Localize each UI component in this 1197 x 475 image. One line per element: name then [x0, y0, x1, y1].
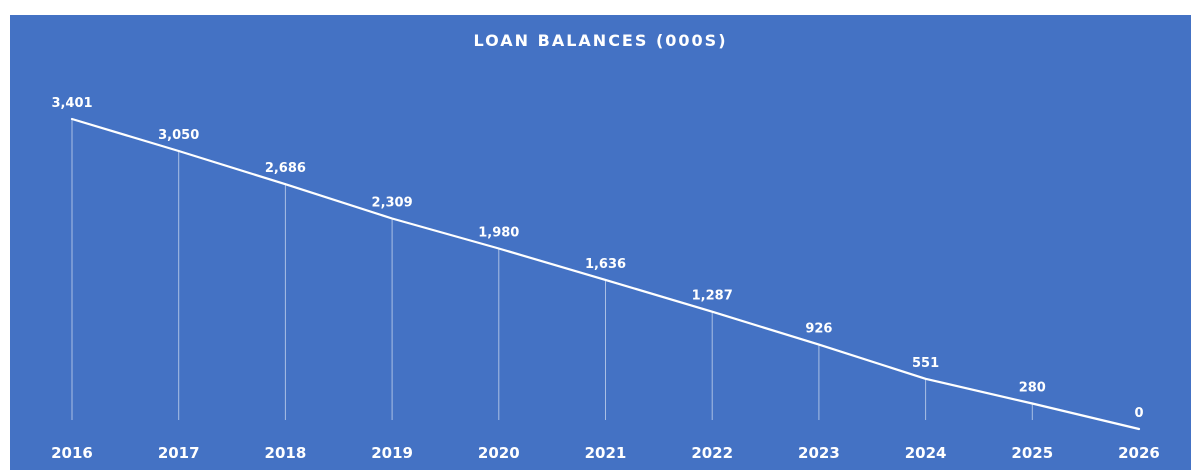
x-tick-label: 2024	[905, 444, 947, 462]
data-label: 3,401	[51, 96, 92, 111]
data-label: 0	[1134, 406, 1143, 421]
drop-lines	[71, 119, 1033, 420]
data-label: 1,636	[585, 257, 626, 272]
x-tick-label: 2026	[1118, 444, 1160, 462]
data-label: 2,686	[265, 161, 306, 176]
x-tick-label: 2018	[265, 444, 307, 462]
data-label: 3,050	[158, 128, 199, 143]
chart-area: LOAN BALANCES (000S) 3,401 3,050 2,686 2,30…	[10, 15, 1191, 470]
x-tick-label: 2023	[798, 444, 840, 462]
x-tick-label: 2025	[1011, 444, 1053, 462]
line-chart: 3,401 3,050 2,686 2,309 1,980 1,636 1,287 926 55…	[51, 96, 1160, 462]
x-tick-label: 2019	[371, 444, 413, 462]
loan-balance-line	[70, 117, 1141, 431]
data-labels: 3,401 3,050 2,686 2,309 1,980 1,636 1,287 926 55…	[51, 96, 1143, 421]
chart-title: LOAN BALANCES (000S)	[473, 31, 728, 50]
x-tick-label: 2022	[691, 444, 733, 462]
x-tick-label: 2016	[51, 444, 93, 462]
x-tick-label: 2021	[585, 444, 627, 462]
data-label: 1,287	[692, 289, 733, 304]
x-axis-tick-labels: 2016 2017 2018 2019 2020 2021 2022 2023 2024 2025…	[51, 444, 1160, 462]
data-label: 2,309	[372, 196, 413, 211]
x-tick-label: 2020	[478, 444, 520, 462]
data-label: 926	[805, 322, 832, 337]
x-tick-label: 2017	[158, 444, 200, 462]
data-label: 1,980	[478, 226, 519, 241]
data-label: 280	[1019, 380, 1046, 395]
data-label: 551	[912, 356, 939, 371]
